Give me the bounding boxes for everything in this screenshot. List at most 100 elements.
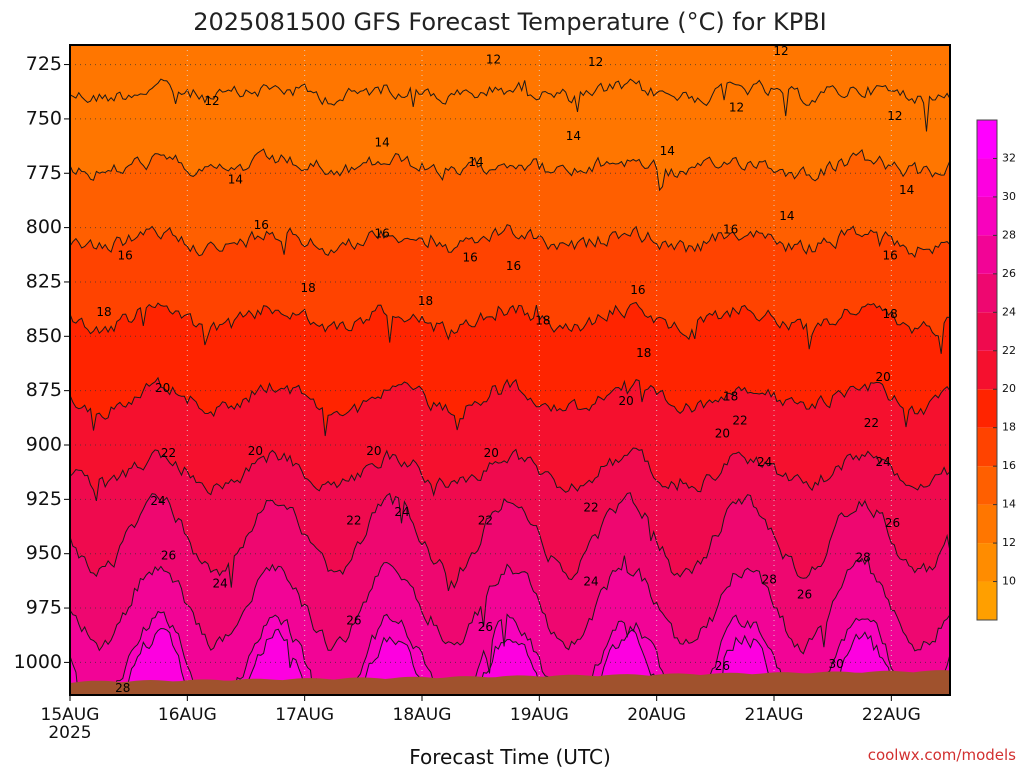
colorbar-tick-label: 18 [1002,421,1016,434]
ground-surface-fill [70,670,950,695]
y-axis: 725 750 775 800 825 850 875 900 925 950 975 1000 [14,53,70,673]
credit-text: coolwx.com/models [868,746,1016,764]
colorbar-band-12-14 [977,504,997,544]
contour-label: 16 [374,227,389,241]
colorbar-tick-label: 16 [1002,459,1016,472]
colorbar-tick-label: 14 [1002,498,1016,511]
contour-label: 24 [394,505,409,519]
y-tick-label: 900 [26,434,62,456]
isotherm-12 [70,78,950,132]
contour-label: 12 [204,94,219,108]
y-tick-label: 850 [26,325,62,347]
contour-labels: 12 12 12 12 12 12 14 14 14 14 14 14 14 16 16 16 16 16 16 16… [96,44,914,695]
contour-label: 26 [715,659,730,673]
y-tick-label: 725 [26,53,62,75]
y-tick-label: 775 [26,162,62,184]
colorbar-tick-label: 12 [1002,536,1016,549]
colorbar-band-18-20 [977,389,997,428]
x-tick-label: 17AUG [275,705,334,725]
contour-label: 14 [566,129,581,143]
colorbar-band-24-26 [977,273,997,313]
colorbar: 10 12 14 16 18 20 22 24 26 28 30 32 [976,119,1016,621]
x-tick-label: 21AUG [745,705,804,725]
colorbar-tick-label: 22 [1002,344,1016,357]
x-year-label: 2025 [48,723,91,743]
contour-label: 26 [885,516,900,530]
x-tick-label: 20AUG [627,705,686,725]
x-tick-label: 16AUG [158,705,217,725]
isotherm-26 [70,555,950,655]
plot-frame [69,44,951,696]
contour-label: 16 [630,283,645,297]
colorbar-band-20-22 [977,350,997,390]
contour-label: 28 [856,551,871,565]
contour-label: 22 [732,414,747,428]
colorbar-frame [976,119,998,621]
contour-label: 28 [115,681,130,695]
colorbar-band-26-28 [977,235,997,274]
x-tick-label: 18AUG [393,705,452,725]
contour-label: 16 [506,259,521,273]
contour-label: 14 [228,172,243,186]
isotherm-contours [70,78,950,695]
colorbar-tick-label: 10 [1002,575,1016,588]
colorbar-band-28-30 [977,196,997,236]
contour-label: 14 [374,135,389,149]
contour-label: 16 [254,218,269,232]
y-tick-label: 1000 [14,651,62,673]
contour-label: 30 [829,657,844,671]
isotherm-16 [70,224,950,259]
contour-label: 22 [583,501,598,515]
x-tick-label: 19AUG [510,705,569,725]
colorbar-band-22-24 [977,312,997,351]
y-tick-label: 750 [26,107,62,129]
contour-label: 22 [864,416,879,430]
isotherm-30 [70,627,950,695]
contour-label: 12 [887,109,902,123]
y-tick-label: 800 [26,216,62,238]
y-tick-label: 875 [26,379,62,401]
contour-label: 16 [723,222,738,236]
contour-label: 20 [875,370,890,384]
isotherm-24 [70,492,950,592]
colorbar-band-8-10 [977,581,997,620]
x-axis: 15AUG 16AUG 17AUG 18AUG 19AUG 20AUG 21AUG 22AUG [41,695,921,725]
colorbar-band-30-32 [977,158,997,197]
contour-label: 22 [346,514,361,528]
contour-label: 20 [484,446,499,460]
isotherm-14 [70,148,950,192]
y-tick-label: 825 [26,270,62,292]
temperature-fill [70,45,950,695]
ground-surface [70,670,950,695]
x-tick-label: 15AUG [41,705,100,725]
x-axis-label: Forecast Time (UTC) [409,745,611,768]
contour-label: 24 [875,455,890,469]
contour-label: 16 [883,248,898,262]
contour-label: 26 [478,620,493,634]
contour-label: 26 [346,614,361,628]
y-tick-label: 975 [26,597,62,619]
contour-label: 24 [583,574,598,588]
contour-label: 18 [636,346,651,360]
contour-label: 20 [619,394,634,408]
isotherm-22 [70,447,950,502]
contour-label: 18 [418,294,433,308]
contour-label: 12 [588,55,603,69]
contour-label: 20 [155,381,170,395]
contour-label: 14 [468,155,483,169]
contour-label: 24 [150,494,165,508]
contour-label: 18 [535,314,550,328]
contour-label: 12 [486,53,501,67]
contour-label: 16 [462,251,477,265]
colorbar-tick-label: 28 [1002,228,1016,241]
contour-label: 14 [779,209,794,223]
contour-label: 20 [366,444,381,458]
contour-label: 16 [118,248,133,262]
colorbar-tick-label: 20 [1002,382,1016,395]
contour-label: 18 [723,390,738,404]
contour-label: 26 [161,548,176,562]
contour-label: 22 [161,446,176,460]
colorbar-tick-label: 32 [1002,151,1016,164]
contour-label: 20 [248,444,263,458]
